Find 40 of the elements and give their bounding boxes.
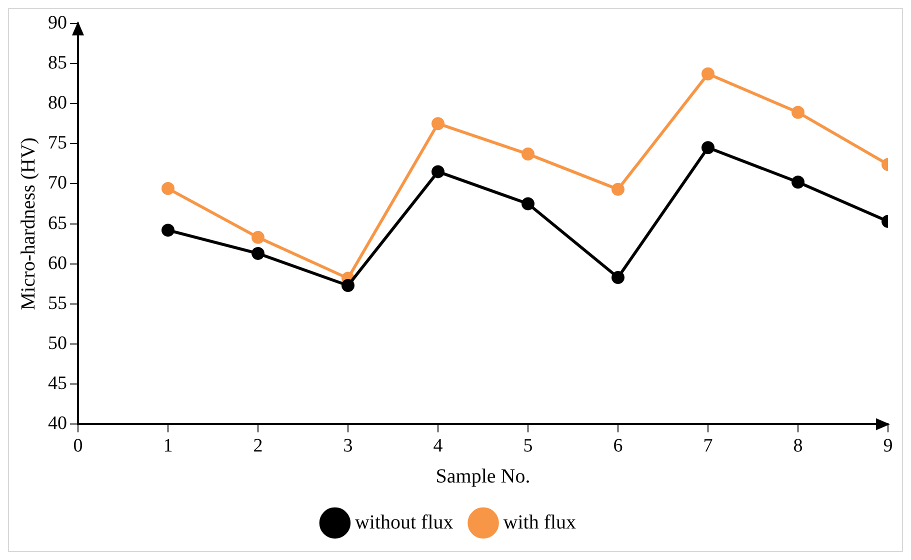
y-tick-label: 85 — [48, 52, 67, 74]
point — [702, 67, 714, 80]
x-tick-label: 0 — [73, 436, 83, 457]
x-tick-label: 1 — [163, 436, 173, 457]
y-tick-label: 60 — [48, 252, 67, 274]
point — [522, 197, 534, 210]
y-tick-label: 40 — [48, 413, 67, 434]
point — [432, 117, 444, 130]
point — [792, 176, 804, 189]
x-tick-label: 2 — [253, 436, 263, 457]
x-tick-label: 8 — [793, 436, 803, 457]
point — [612, 271, 624, 284]
y-tick-label: 70 — [48, 172, 67, 194]
x-axis-title: Sample No. — [436, 465, 530, 488]
y-tick-label: 55 — [48, 292, 67, 314]
x-tick-label: 3 — [343, 436, 353, 457]
point — [252, 230, 264, 244]
y-axis-title: Micro-hardness (HV) — [17, 137, 40, 310]
y-tick-label: 75 — [48, 132, 67, 154]
point — [522, 148, 534, 161]
x-tick-label: 9 — [883, 436, 893, 457]
point — [432, 165, 444, 178]
y-tick-label: 50 — [48, 333, 67, 354]
point — [792, 106, 804, 119]
point — [252, 246, 264, 260]
legend-label: with flux — [503, 511, 576, 534]
point — [342, 279, 354, 292]
y-tick-label: 45 — [48, 373, 67, 394]
point — [162, 182, 174, 196]
point — [702, 141, 714, 154]
legend-label: without flux — [354, 511, 454, 534]
x-tick-label: 7 — [703, 436, 713, 457]
point — [612, 182, 624, 196]
x-tick-label: 5 — [523, 436, 533, 457]
y-tick-label: 65 — [48, 212, 67, 234]
y-tick-label: 90 — [48, 12, 67, 34]
point — [162, 224, 174, 237]
x-tick-label: 6 — [613, 436, 623, 457]
y-tick-label: 80 — [48, 92, 67, 114]
x-tick-label: 4 — [433, 436, 444, 457]
